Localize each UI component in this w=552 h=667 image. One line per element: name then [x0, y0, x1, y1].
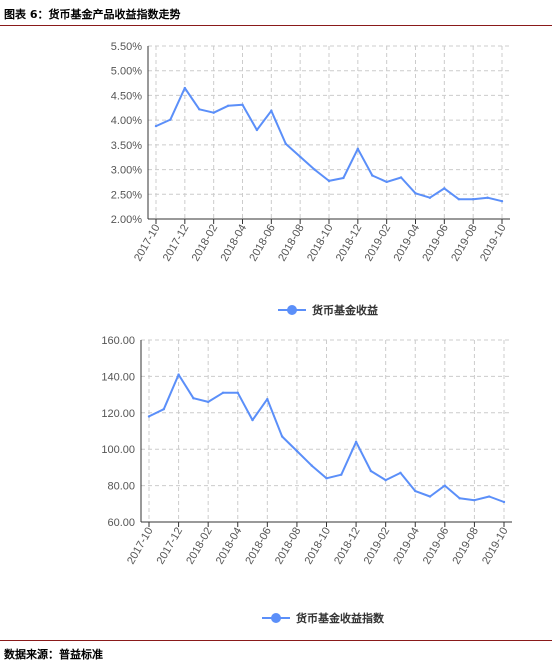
data-point	[443, 187, 446, 190]
x-tick-label: 2018-08	[273, 526, 304, 567]
data-point	[457, 198, 460, 201]
grid	[148, 45, 510, 219]
figure-title: 图表 6：货币基金产品收益指数走势	[4, 8, 181, 21]
top-divider	[0, 25, 552, 26]
data-point	[327, 179, 331, 183]
data-point	[342, 176, 345, 180]
data-point	[221, 391, 225, 394]
data-point	[192, 397, 195, 400]
y-tick-label: 100.00	[101, 444, 135, 456]
data-point	[385, 180, 388, 184]
data-source: 数据来源：普益标准	[4, 648, 103, 661]
data-point	[458, 497, 461, 500]
x-tick-label: 2018-02	[184, 526, 215, 567]
data-point	[414, 192, 417, 195]
y-tick-label: 120.00	[101, 408, 135, 420]
y-tick-label: 2.50%	[111, 189, 142, 201]
data-point	[255, 128, 259, 132]
y-tick-label: 3.50%	[111, 140, 142, 152]
data-point	[226, 104, 230, 108]
y-tick-label: 4.00%	[111, 115, 142, 127]
data-point	[399, 471, 402, 475]
x-tick-label: 2019-10	[480, 526, 511, 567]
data-point	[325, 477, 328, 480]
y-tick-label: 160.00	[101, 335, 135, 347]
yield-chart: 2.00% 2.50% 3.00% 3.50% 4.00% 4.50% 5.00% 5.50%…	[111, 41, 510, 317]
data-point	[147, 415, 151, 418]
y-tick-label: 2.00%	[111, 214, 142, 226]
data-point	[428, 196, 432, 199]
x-tick-label: 2018-10	[303, 526, 334, 567]
x-tick-label: 2019-08	[450, 526, 481, 567]
data-point	[310, 464, 313, 467]
x-tick-label: 2019-04	[391, 526, 422, 567]
x-tick-label: 2017-10	[125, 526, 156, 567]
data-point	[356, 147, 360, 151]
x-tick-label: 2017-12	[155, 526, 186, 567]
legend-marker	[271, 613, 281, 623]
data-point	[384, 478, 387, 482]
data-point	[154, 124, 158, 128]
data-point	[198, 108, 201, 111]
data-point	[236, 391, 239, 394]
legend: 货币基金收益指数	[262, 611, 385, 625]
y-tick-label: 5.00%	[111, 66, 142, 78]
data-point	[500, 200, 504, 203]
x-tick-label: 2018-12	[332, 526, 363, 567]
legend: 货币基金收益	[278, 303, 378, 317]
data-point	[443, 484, 447, 487]
data-point	[183, 86, 187, 90]
y-tick-label: 60.00	[107, 517, 135, 529]
y-tick-label: 140.00	[101, 371, 135, 383]
data-point	[354, 440, 358, 444]
data-point	[502, 500, 506, 504]
data-point	[270, 109, 273, 112]
data-point	[488, 495, 491, 498]
bottom-divider	[0, 640, 552, 641]
legend-marker	[287, 305, 297, 315]
data-point	[177, 373, 180, 376]
data-point	[284, 142, 287, 146]
x-tick-label: 2019-06	[421, 526, 452, 567]
data-point	[473, 498, 476, 502]
data-point	[371, 174, 374, 177]
yield-index-chart: 60.00 80.00 100.00 120.00 140.00 160.00 2017-1…	[101, 335, 512, 625]
x-tick-label: 2018-04	[214, 526, 245, 567]
data-point	[313, 168, 316, 171]
x-tick-label: 2018-06	[243, 526, 274, 567]
legend-label: 货币基金收益指数	[295, 611, 385, 625]
x-tick-label: 2019-02	[362, 526, 393, 567]
grid	[141, 339, 512, 522]
data-point	[298, 155, 302, 158]
data-point	[428, 495, 432, 498]
data-point	[295, 449, 299, 453]
data-point	[206, 400, 210, 404]
y-tick-label: 3.00%	[111, 165, 142, 177]
data-point	[251, 418, 254, 422]
data-point	[340, 473, 343, 476]
y-tick-label: 80.00	[107, 481, 135, 493]
data-point	[486, 196, 489, 199]
y-tick-label: 4.50%	[111, 90, 142, 102]
data-point	[369, 469, 373, 473]
data-point	[414, 489, 417, 493]
data-point	[266, 397, 269, 401]
data-point	[471, 198, 475, 201]
data-point	[241, 103, 244, 107]
data-point	[169, 118, 172, 121]
data-point	[212, 111, 215, 114]
y-tick-label: 5.50%	[111, 41, 142, 53]
data-point	[280, 435, 284, 438]
legend-label: 货币基金收益	[311, 303, 378, 317]
data-point	[399, 176, 403, 179]
data-point	[162, 407, 165, 411]
